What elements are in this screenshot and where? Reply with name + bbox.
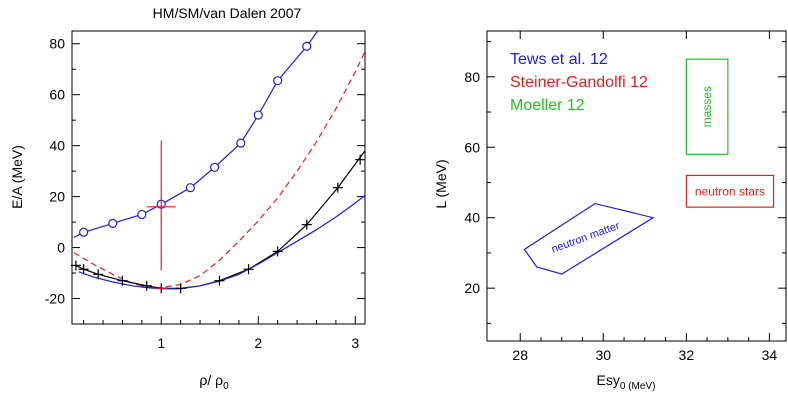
left-y-tick-label: 0 xyxy=(57,240,65,256)
legend-entry: Tews et al. 12 xyxy=(510,51,608,68)
left-plot-frame xyxy=(71,30,366,325)
region-label-neutron-stars: neutron stars xyxy=(695,184,765,198)
series-point-circle xyxy=(253,110,263,120)
legend-entry: Moeller 12 xyxy=(510,97,585,114)
right-x-tick-label: 28 xyxy=(512,347,528,363)
series-point-plus xyxy=(332,182,343,193)
series-point-plus xyxy=(78,264,89,275)
left-x-tick-label: 1 xyxy=(157,335,165,351)
left-y-tick-label: 40 xyxy=(49,138,65,154)
left-y-axis-label: E/A (MeV) xyxy=(9,145,25,209)
series-point-circle xyxy=(302,41,312,51)
series-point-plus xyxy=(117,275,128,286)
left-y-tick-label: 60 xyxy=(49,87,65,103)
right-y-tick-label: 60 xyxy=(464,139,480,155)
left-series-group xyxy=(73,31,365,290)
series-line-1 xyxy=(73,51,365,289)
right-plot-frame xyxy=(486,30,787,342)
left-x-tick-label: 2 xyxy=(254,335,262,351)
left-panel: HM/SM/van Dalen 2007 1 2 3 -20 0 20 40 60 80 E/A… xyxy=(9,5,366,392)
series-point-plus xyxy=(355,154,366,165)
left-x-axis-label: ρ/ ρ0 xyxy=(199,372,229,392)
right-x-axis-label: Esy0 (MeV) xyxy=(597,372,656,392)
series-point-plus xyxy=(70,260,81,271)
series-line-2 xyxy=(75,150,365,289)
right-y-axis-label: L (MeV) xyxy=(433,159,449,208)
series-point-plus xyxy=(141,280,152,291)
series-point-circle xyxy=(137,209,147,220)
left-chart-title: HM/SM/van Dalen 2007 xyxy=(153,5,302,21)
right-y-tick-label: 80 xyxy=(464,69,480,85)
series-point-circle xyxy=(273,76,283,86)
left-x-tick-label: 3 xyxy=(351,335,359,351)
series-point-circle xyxy=(108,218,118,228)
left-axis-ticks: 1 2 3 -20 0 20 40 60 80 xyxy=(45,36,365,351)
right-x-tick-label: 32 xyxy=(679,347,695,363)
series-point-plus xyxy=(214,275,225,286)
legend-entry: Steiner-Gandolfi 12 xyxy=(510,74,648,91)
series-line-3 xyxy=(78,194,365,290)
series-point-circle xyxy=(210,162,220,172)
series-point-plus xyxy=(243,264,254,275)
left-y-tick-label: -20 xyxy=(45,291,65,307)
series-line-0 xyxy=(73,31,319,238)
right-x-tick-label: 30 xyxy=(595,347,611,363)
region-neutron-stars xyxy=(685,174,775,208)
left-y-tick-label: 80 xyxy=(49,36,65,52)
right-y-tick-label: 20 xyxy=(464,280,480,296)
series-point-plus xyxy=(175,283,186,294)
left-y-tick-label: 20 xyxy=(49,189,65,205)
right-axis-ticks: 28 30 32 34 20 40 60 80 xyxy=(464,31,786,363)
series-point-plus xyxy=(93,269,104,280)
right-y-tick-label: 40 xyxy=(464,210,480,226)
series-point-circle xyxy=(185,183,195,193)
right-x-tick-label: 34 xyxy=(762,347,778,363)
series-point-circle xyxy=(79,227,89,237)
series-point-circle xyxy=(236,138,246,148)
right-legend: Tews et al. 12 Steiner-Gandolfi 12 Moeller… xyxy=(510,51,648,114)
series-point-plus xyxy=(301,219,312,230)
series-point-plus xyxy=(272,246,283,257)
left-marker-group xyxy=(70,41,366,294)
region-masses xyxy=(685,58,729,155)
region-label-masses: masses xyxy=(700,86,714,127)
region-neutron-matter xyxy=(523,202,655,275)
